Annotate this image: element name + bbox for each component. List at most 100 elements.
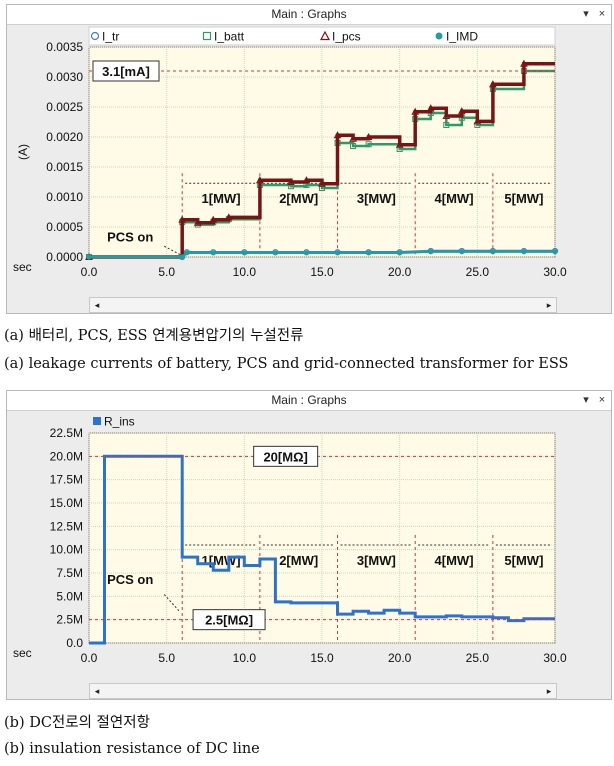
series-point-i-pcs (287, 177, 295, 185)
upper-label-box (253, 445, 319, 467)
series-point-i-imd (334, 250, 341, 256)
scroll-right-icon[interactable]: ▸ (546, 300, 552, 310)
x-tick-label: 0.0 (81, 265, 98, 279)
upper-label: 20[MΩ] (263, 449, 307, 464)
x-tick-label: 10.0 (233, 265, 257, 279)
pcs-on-arrow (163, 245, 181, 256)
step-label: 1[MW] (202, 553, 241, 568)
series-point-i-imd (303, 250, 310, 256)
legend-label: I_IMD (446, 30, 478, 44)
series-point-i-batt (365, 141, 372, 148)
series-point-i-imd (272, 250, 278, 256)
series-point-i-pcs (224, 213, 233, 221)
y-tick-label: 22.5M (50, 426, 83, 440)
series-point-i-pcs (364, 132, 373, 140)
pcs-on-label: PCS on (107, 229, 153, 244)
horizontal-scrollbar-b[interactable]: ◂ ▸ (89, 683, 557, 699)
step-label: 1[MW] (202, 191, 241, 206)
series-point-i-imd (241, 250, 247, 256)
x-tick-label: 15.0 (310, 265, 334, 279)
y-tick-label: 0.0010 (46, 190, 83, 204)
pcs-on-label: PCS on (107, 572, 153, 587)
y-tick-label: 7.5M (56, 566, 83, 580)
scroll-right-icon[interactable]: ▸ (546, 686, 552, 696)
pin-icon[interactable]: ▾ (583, 8, 589, 20)
close-icon[interactable]: × (598, 8, 606, 20)
y-tick-label: 0.0 (66, 636, 83, 650)
step-label: 2[MW] (279, 553, 318, 568)
legend-label: R_ins (104, 415, 135, 429)
pin-icon[interactable]: ▾ (583, 394, 589, 406)
caption-b-korean: (b) DC전로의 절연저항 (4, 715, 150, 731)
x-axis-label: sec (13, 260, 32, 274)
series-line-i-batt (89, 69, 555, 259)
y-tick-label: 5.0M (56, 589, 83, 603)
legend-label: I_batt (214, 30, 245, 44)
series-point-i-imd (428, 249, 434, 255)
y-tick-label: 15.0M (50, 496, 83, 510)
series-point-i-pcs (411, 107, 420, 115)
series-point-i-pcs (209, 215, 218, 223)
x-tick-label: 25.0 (466, 651, 490, 665)
x-tick-label: 30.0 (543, 651, 567, 665)
x-tick-label: 5.0 (158, 651, 175, 665)
series-point-i-pcs (193, 218, 202, 226)
legend-marker (90, 31, 100, 41)
x-tick-label: 30.0 (543, 265, 567, 279)
window-title-a: Main : Graphs (7, 5, 611, 25)
step-label: 3[MW] (357, 191, 396, 206)
graph-window-a: Main : Graphs ▾ × 0.0000 0.0005 0.0010 0.00… (6, 4, 612, 314)
y-tick-label: 0.0035 (46, 40, 83, 54)
window-title-b: Main : Graphs (7, 391, 611, 411)
y-tick-label: 12.5M (50, 519, 83, 533)
lower-label: 2.5[MΩ] (205, 613, 253, 628)
y-tick-label: 0.0000 (46, 250, 83, 264)
series-line-r-ins (89, 454, 555, 645)
legend-marker (435, 32, 443, 40)
level-label-box (92, 60, 160, 82)
step-label: 3[MW] (357, 553, 396, 568)
series-point-i-pcs (256, 176, 264, 184)
series-point-i-imd (86, 254, 92, 260)
scroll-left-icon[interactable]: ◂ (94, 686, 100, 696)
x-tick-label: 20.0 (388, 265, 412, 279)
y-tick-label: 0.0015 (46, 160, 83, 174)
x-tick-label: 25.0 (466, 265, 490, 279)
x-tick-label: 5.0 (158, 265, 175, 279)
caption-a-english: (a) leakage currents of battery, PCS and… (4, 356, 569, 372)
level-label: 3.1[mA] (102, 64, 150, 79)
caption-a-korean: (a) 배터리, PCS, ESS 연계용변압기의 누설전류 (4, 328, 304, 344)
series-point-i-imd (366, 250, 372, 256)
scroll-left-icon[interactable]: ◂ (94, 300, 100, 310)
series-point-i-pcs (442, 111, 451, 119)
series-point-i-imd (184, 250, 190, 256)
series-point-i-pcs (349, 134, 357, 142)
close-icon[interactable]: × (598, 394, 606, 406)
y-tick-label: 2.5M (56, 613, 83, 627)
step-label: 4[MW] (435, 553, 474, 568)
x-axis-label: sec (13, 646, 32, 660)
series-point-i-batt (443, 122, 450, 128)
caption-b-english: (b) insulation resistance of DC line (4, 741, 260, 757)
lower-label-box (192, 609, 266, 631)
legend-box (88, 26, 556, 46)
y-tick-label: 10.0M (50, 543, 83, 557)
series-point-i-pcs (489, 80, 497, 88)
series-point-i-imd (179, 254, 185, 260)
y-axis-label: (A) (16, 144, 30, 160)
series-point-i-pcs (318, 179, 326, 187)
chart-b: 0.0 2.5M 5.0M 7.5M 10.0M 12.5M 15.0M 17.5M 20.0M… (13, 415, 567, 666)
y-tick-label: 0.0005 (46, 220, 83, 234)
series-point-i-pcs (333, 131, 342, 139)
step-label: 5[MW] (504, 553, 543, 568)
legend-marker (93, 417, 101, 425)
x-tick-label: 20.0 (388, 651, 412, 665)
series-point-i-pcs (178, 215, 187, 223)
horizontal-scrollbar-a[interactable]: ◂ ▸ (89, 297, 557, 313)
graph-window-b: Main : Graphs ▾ × 0.0 2.5M 5.0M 7.5M 10.0M 12… (6, 390, 612, 700)
series-point-i-pcs (302, 176, 311, 184)
series-point-i-imd (210, 250, 216, 256)
step-label: 5[MW] (504, 191, 543, 206)
y-tick-label: 0.0020 (46, 130, 83, 144)
x-tick-label: 15.0 (310, 651, 334, 665)
